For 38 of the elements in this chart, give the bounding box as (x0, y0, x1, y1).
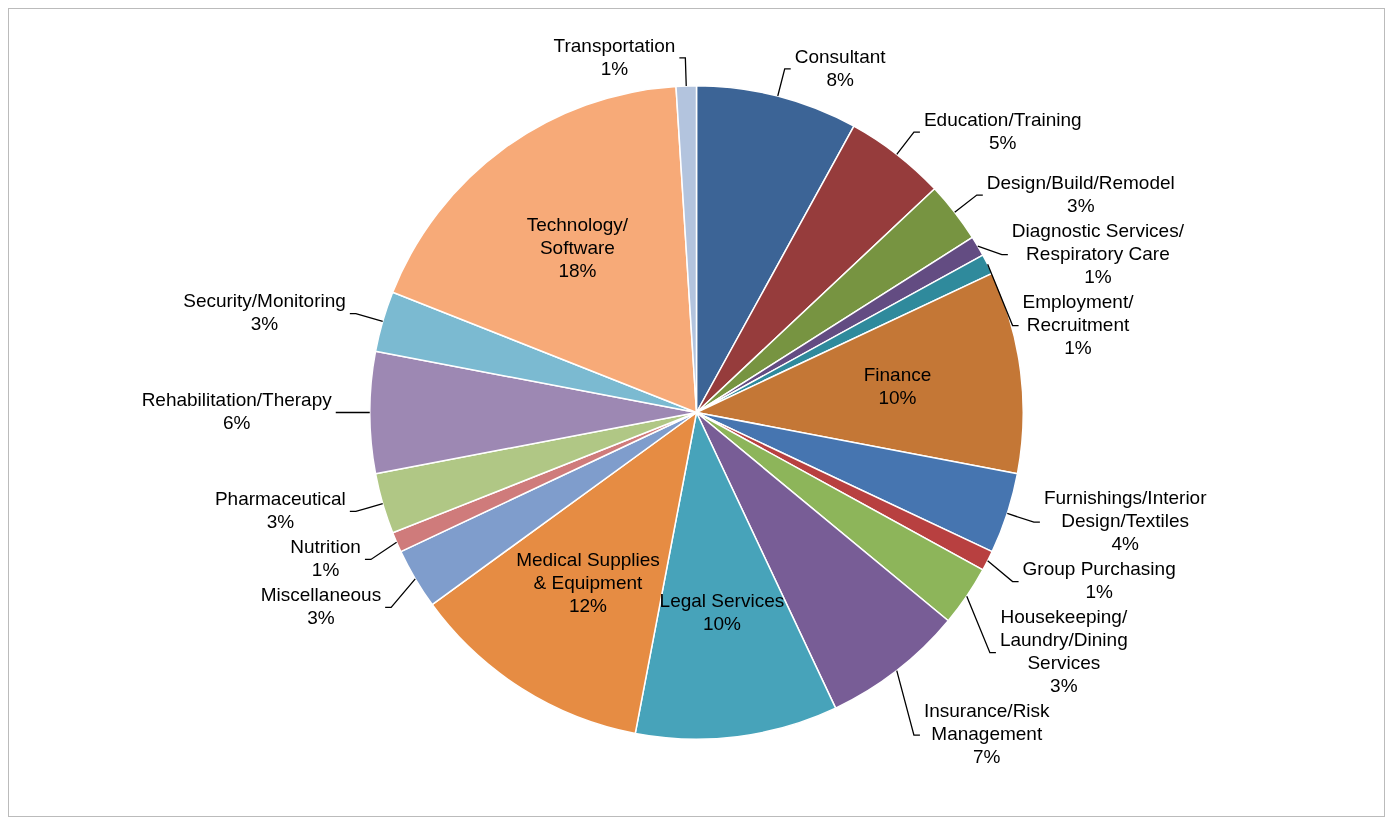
slice-label: Rehabilitation/Therapy (141, 389, 333, 411)
slice-label: Transportation (553, 34, 676, 56)
data-label: 1% (1084, 265, 1112, 287)
data-label: 3% (307, 607, 335, 629)
slice-label: Pharmaceutical (214, 488, 346, 510)
data-label: 5% (989, 131, 1017, 153)
data-label: 1% (311, 559, 340, 581)
slice-label: Miscellaneous (260, 584, 382, 606)
slice-label: Diagnostic Services/Respiratory Care (1011, 219, 1185, 264)
slice-label: Education/Training (923, 108, 1082, 130)
data-label: 3% (1050, 675, 1078, 697)
data-label: 8% (826, 68, 854, 90)
slice-label: Group Purchasing (1022, 558, 1176, 580)
slice-label: Design/Build/Remodel (986, 171, 1175, 193)
data-label: 3% (266, 511, 295, 533)
slice-label: Nutrition (290, 536, 361, 558)
data-label: 18% (558, 259, 597, 281)
data-label: 3% (1067, 194, 1095, 216)
data-label: 7% (973, 746, 1001, 768)
slice-label: Insurance/Risk Management (923, 700, 1051, 745)
slice-label: Consultant (794, 45, 887, 67)
data-label: 1% (1085, 581, 1113, 603)
slice-label: Technology/Software (526, 213, 629, 258)
slice-label: Employment/Recruitment (1022, 290, 1135, 335)
data-label: 1% (600, 57, 629, 79)
data-label: 4% (1111, 533, 1140, 555)
data-label: 10% (878, 386, 917, 408)
data-label: 12% (568, 594, 608, 616)
data-label: 6% (222, 412, 251, 434)
slice-label: Legal Services (659, 590, 785, 612)
slice-label: Security/Monitoring (183, 290, 346, 312)
data-label: 1% (1064, 336, 1092, 358)
slice-label: Furnishings/Interior Design/Textiles (1043, 487, 1208, 532)
slice-label: Finance (863, 363, 932, 385)
slice-label: Housekeeping/Laundry/Dining Services (999, 606, 1128, 674)
data-label: 3% (250, 313, 279, 335)
slice-label: Medical Supplies & Equipment (516, 548, 660, 593)
data-label: 10% (702, 613, 742, 635)
